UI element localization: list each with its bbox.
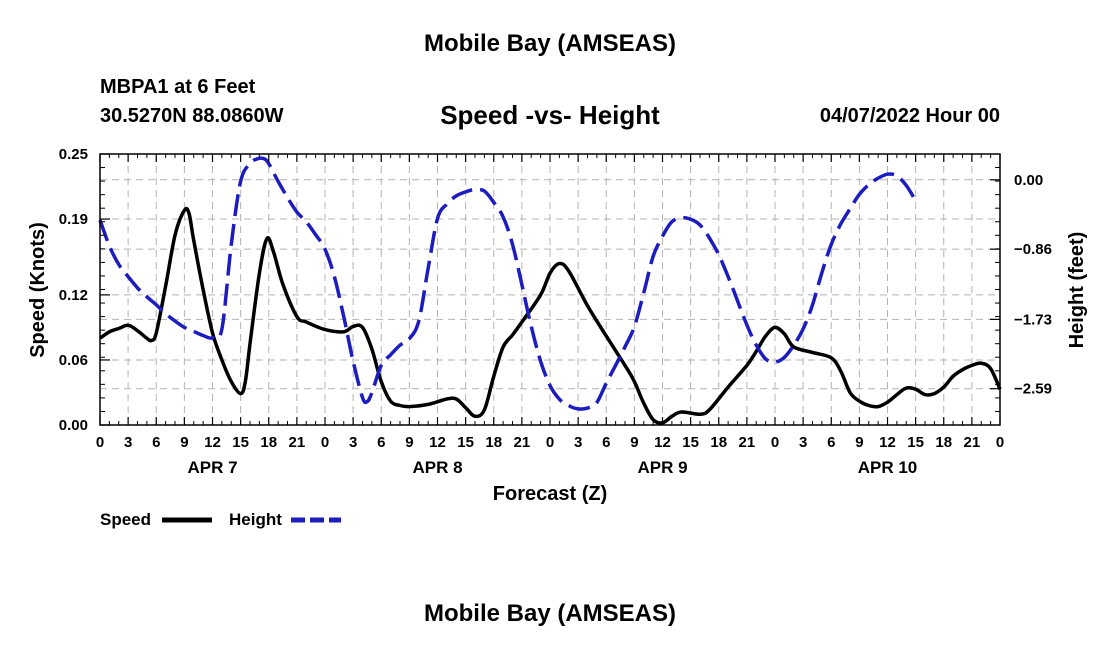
day-label: APR 8: [412, 458, 462, 477]
x-tick-label: 15: [907, 434, 924, 451]
legend-speed-label: Speed: [100, 510, 151, 529]
y-tick-label: 0.06: [59, 352, 88, 369]
y2-tick-label: −0.86: [1014, 241, 1052, 258]
x-tick-label: 9: [180, 434, 188, 451]
x-tick-label: 12: [654, 434, 671, 451]
x-tick-label: 15: [232, 434, 249, 451]
x-tick-label: 3: [799, 434, 807, 451]
page-title-bottom: Mobile Bay (AMSEAS): [423, 600, 677, 627]
x-tick-label: 21: [739, 434, 756, 451]
x-tick-label: 3: [349, 434, 357, 451]
x-tick-label: 9: [855, 434, 863, 451]
axis-ticks: [99, 153, 1001, 426]
series-speed-line: [98, 206, 1002, 425]
x-tick-label: 3: [124, 434, 132, 451]
x-tick-label: 15: [457, 434, 474, 451]
y-tick-label: 0.19: [59, 211, 88, 228]
x-tick-label: 0: [321, 434, 329, 451]
x-tick-label: 21: [514, 434, 531, 451]
station-name: MBPA1 at 6 Feet: [100, 76, 256, 98]
series-layer: [98, 156, 1002, 425]
y-axis-title: Speed (Knots): [27, 222, 49, 358]
x-axis-title: Forecast (Z): [493, 483, 607, 505]
x-tick-label: 18: [935, 434, 952, 451]
y2-tick-label: −2.59: [1014, 381, 1052, 398]
x-tick-label: 6: [827, 434, 835, 451]
x-tick-label: 9: [405, 434, 413, 451]
day-label: APR 10: [858, 458, 918, 477]
x-tick-label: 6: [152, 434, 160, 451]
chart-title: Speed -vs- Height: [440, 100, 660, 130]
y-tick-label: 0.12: [59, 287, 88, 304]
x-tick-label: 12: [429, 434, 446, 451]
series-height-line: [98, 156, 918, 411]
x-tick-label: 6: [602, 434, 610, 451]
y-tick-label: 0.25: [59, 146, 88, 163]
x-tick-label: 18: [710, 434, 727, 451]
x-tick-label: 3: [574, 434, 582, 451]
station-coordinates: 30.5270N 88.0860W: [100, 105, 284, 127]
x-tick-label: 12: [879, 434, 896, 451]
x-tick-label: 0: [96, 434, 104, 451]
x-tick-label: 21: [964, 434, 981, 451]
page-title-top: Mobile Bay (AMSEAS): [423, 30, 677, 57]
x-tick-label: 0: [546, 434, 554, 451]
x-tick-label: 9: [630, 434, 638, 451]
forecast-date: 04/07/2022 Hour 00: [819, 105, 1000, 127]
x-tick-label: 15: [682, 434, 699, 451]
legend-height-label: Height: [229, 510, 282, 529]
x-tick-label: 0: [996, 434, 1004, 451]
y2-tick-label: −1.73: [1014, 311, 1052, 328]
x-tick-label: 18: [485, 434, 502, 451]
y2-axis-title: Height (feet): [1066, 232, 1088, 349]
x-tick-label: 18: [260, 434, 277, 451]
day-label: APR 9: [637, 458, 687, 477]
day-label: APR 7: [187, 458, 237, 477]
x-tick-label: 21: [289, 434, 306, 451]
y2-tick-label: 0.00: [1014, 172, 1043, 189]
legend: Speed Height: [100, 510, 341, 529]
x-tick-label: 6: [377, 434, 385, 451]
tick-labels: 0 3 6 9 12 15 18 21 0 3 6 9 12 15 18 21 0 3 6 9 12 15 18 21 0 3 6 9…: [59, 146, 1052, 477]
x-tick-label: 0: [771, 434, 779, 451]
x-tick-label: 12: [204, 434, 221, 451]
y-tick-label: 0.00: [59, 417, 88, 434]
